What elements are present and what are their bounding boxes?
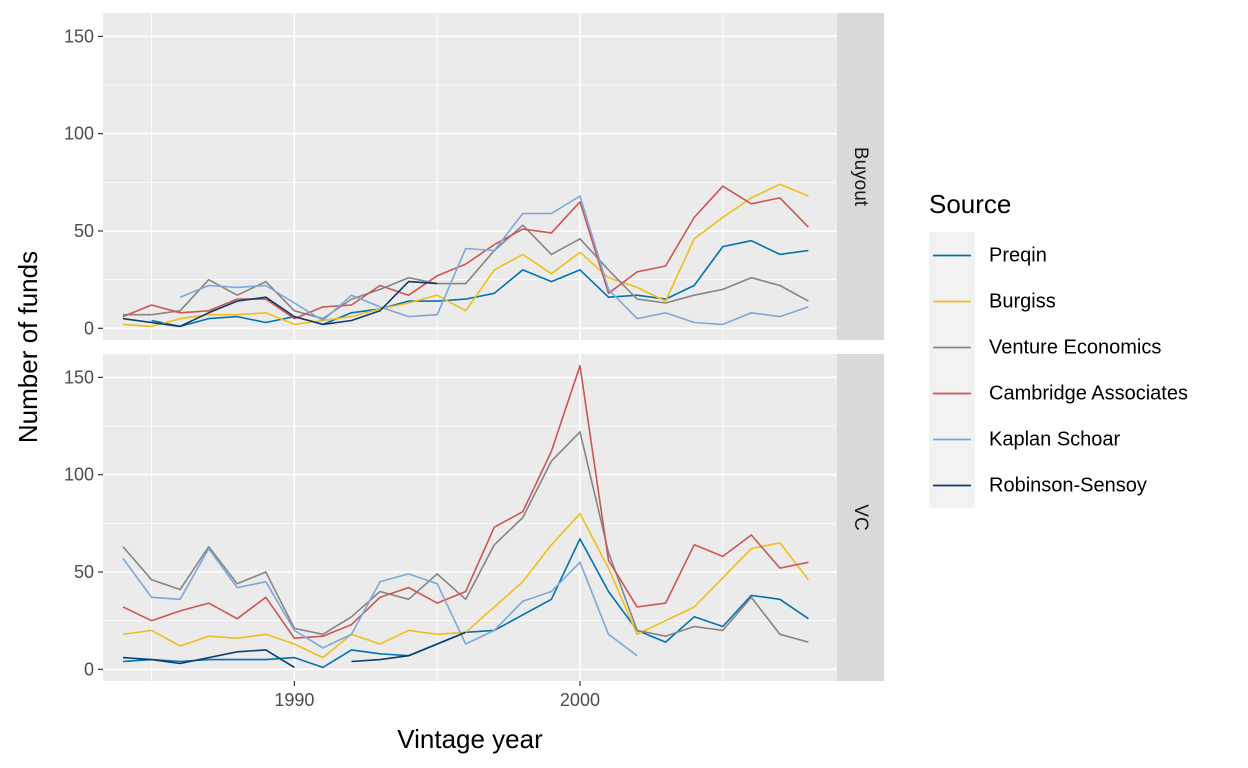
y-tick-label: 100 — [64, 124, 94, 144]
panel-lines — [122, 364, 810, 669]
series-line-cambridge-associates — [122, 364, 809, 640]
y-tick-label: 0 — [84, 659, 94, 679]
legend-label-cambridge-associates: Cambridge Associates — [989, 383, 1188, 405]
panel-grid — [103, 354, 837, 681]
legend-label-burgiss: Burgiss — [989, 291, 1056, 313]
y-tick-label: 100 — [64, 465, 94, 485]
panel-background — [103, 354, 837, 681]
series-line-robinson-sensoy — [122, 649, 295, 669]
panel-background — [103, 13, 837, 340]
legend-title: Source — [929, 189, 1011, 219]
legend-label-robinson-sensoy: Robinson-Sensoy — [989, 475, 1147, 497]
x-tick-label: 1990 — [274, 690, 314, 710]
legend-items: Preqin Burgiss Venture Economics Cambridge … — [929, 232, 1188, 508]
y-tick-label: 150 — [64, 26, 94, 46]
y-tick-label: 0 — [84, 318, 94, 338]
series-line-robinson-sensoy — [122, 280, 438, 328]
y-tick-label: 50 — [74, 221, 94, 241]
series-line-kaplan-schoar — [122, 547, 638, 657]
y-tick-label: 150 — [64, 367, 94, 387]
x-axis: 1990 2000 — [274, 681, 600, 710]
facet-strip — [837, 354, 884, 681]
facet-strip-label-vc: VC — [850, 504, 871, 530]
series-line-preqin — [151, 239, 809, 328]
series-line-kaplan-schoar — [179, 195, 809, 326]
y-axis-title: Number of funds — [13, 251, 43, 443]
facet-strip-label-buyout: Buyout — [850, 147, 871, 207]
legend-label-venture-economics: Venture Economics — [989, 337, 1161, 359]
facet-strip — [837, 13, 884, 340]
x-axis-title: Vintage year — [397, 724, 543, 754]
series-line-venture-economics — [122, 431, 809, 643]
y-axes: 0 50 100 150 0 50 100 150 — [64, 26, 103, 679]
series-line-robinson-sensoy — [351, 631, 467, 663]
legend-label-preqin: Preqin — [989, 245, 1047, 267]
series-line-cambridge-associates — [122, 185, 809, 320]
panel-lines — [122, 183, 809, 328]
series-line-burgiss — [122, 183, 809, 328]
series-line-venture-economics — [123, 224, 809, 320]
x-tick-label: 2000 — [560, 690, 600, 710]
facet-panel-vc: VC — [103, 354, 884, 681]
panel-grid — [103, 13, 837, 340]
legend-keys-background — [929, 232, 975, 508]
y-tick-label: 50 — [74, 562, 94, 582]
legend-label-kaplan-schoar: Kaplan Schoar — [989, 429, 1121, 451]
legend: Source Preqin Burgiss Venture Economics Cam… — [929, 189, 1188, 508]
facet-panel-buyout: Buyout — [103, 13, 884, 340]
